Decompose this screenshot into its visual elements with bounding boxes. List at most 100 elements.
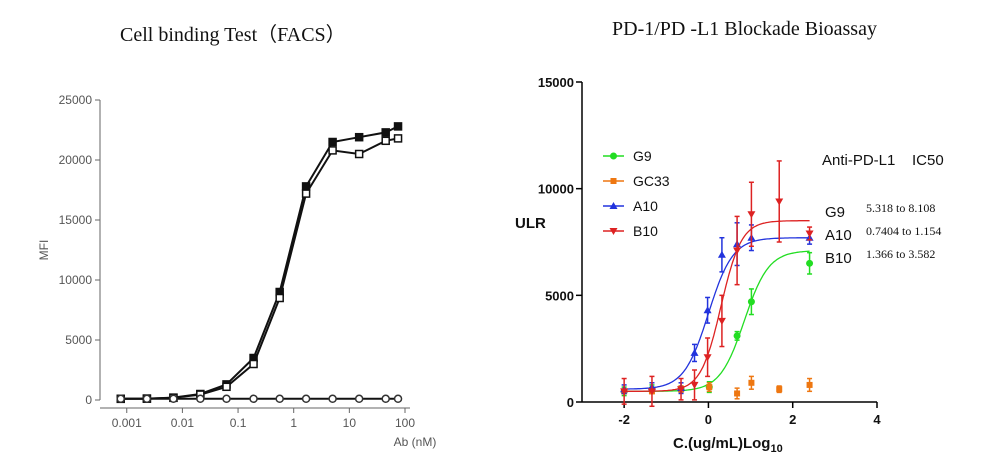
- bioassay-y-axis-label: ULR: [515, 215, 546, 232]
- data-point: [805, 230, 814, 238]
- bioassay-chart: ULR C.(ug/mL)Log10 0 5000 10000 15000 -2 0 2 4 G…: [515, 75, 944, 455]
- data-point: [733, 247, 742, 255]
- facs-x-tick-label: 100: [395, 416, 415, 430]
- data-point: [747, 298, 755, 306]
- bioassay-x-axis-label: C.(ug/mL)Log10: [673, 435, 783, 455]
- facs-point: [301, 189, 311, 198]
- legend-label: G9: [633, 148, 652, 164]
- data-point: [717, 250, 726, 258]
- facs-point: [354, 149, 364, 159]
- legend-item-gc33: GC33: [603, 173, 670, 189]
- fit-curve: [624, 220, 810, 392]
- ic50-header-name: Anti-PD-L1: [822, 152, 895, 169]
- facs-y-tick-label: 0: [85, 393, 92, 407]
- legend-item-b10: B10: [603, 223, 658, 239]
- data-point: [620, 388, 629, 396]
- left-chart-title: Cell binding Test（FACS）: [120, 24, 346, 46]
- facs-y-tick-label: 15000: [59, 213, 93, 227]
- facs-point: [328, 394, 337, 404]
- facs-point: [275, 293, 284, 303]
- ic50-row-name: A10: [825, 227, 852, 244]
- data-point: [609, 202, 618, 209]
- facs-point: [275, 394, 284, 404]
- ic50-row-value: 5.318 to 8.108: [866, 201, 935, 215]
- bioassay-y-tick-label: 15000: [538, 75, 574, 90]
- ic50-row-value: 1.366 to 3.582: [866, 247, 935, 261]
- facs-point: [328, 146, 337, 155]
- series-b10: [620, 160, 814, 408]
- legend-item-a10: A10: [603, 198, 658, 214]
- facs-point: [301, 394, 311, 404]
- facs-point: [222, 382, 231, 392]
- facs-series-line: [120, 125, 399, 400]
- ic50-row-name: B10: [825, 250, 852, 267]
- facs-point: [328, 137, 337, 147]
- facs-x-tick-label: 0.01: [171, 416, 195, 430]
- bioassay-x-tick-label: 4: [873, 412, 881, 427]
- ic50-table: Anti-PD-L1 IC50 G9 5.318 to 8.108 A10 0.7404 …: [822, 152, 944, 267]
- facs-point: [222, 394, 231, 404]
- ic50-header-label: IC50: [912, 152, 944, 169]
- data-point: [677, 386, 686, 394]
- facs-x-tick-label: 10: [343, 416, 357, 430]
- facs-y-tick-label: 20000: [59, 153, 93, 167]
- facs-y-tick-label: 25000: [59, 93, 93, 107]
- bioassay-y-tick-label: 5000: [545, 288, 574, 303]
- facs-x-tick-label: 0.1: [230, 416, 247, 430]
- facs-x-tick-label: 1: [290, 416, 297, 430]
- data-point: [703, 306, 712, 314]
- facs-y-tick-label: 5000: [65, 333, 92, 347]
- facs-y-tick-label: 10000: [59, 273, 93, 287]
- ic50-row-name: G9: [825, 204, 845, 221]
- facs-point: [354, 132, 364, 142]
- data-point: [733, 332, 741, 340]
- data-point: [806, 259, 814, 267]
- fit-curve: [624, 237, 810, 390]
- data-point: [610, 152, 617, 160]
- legend-label: GC33: [633, 173, 670, 189]
- ic50-row-value: 0.7404 to 1.154: [866, 224, 941, 238]
- data-point: [775, 198, 784, 206]
- data-point: [609, 228, 618, 235]
- bioassay-x-tick-label: 2: [789, 412, 796, 427]
- data-point: [747, 211, 756, 219]
- bioassay-y-tick-label: 10000: [538, 182, 574, 197]
- right-chart-title: PD-1/PD -L1 Blockade Bioassay: [612, 18, 877, 40]
- legend-label: B10: [633, 223, 658, 239]
- facs-y-axis-label: MFI: [37, 240, 51, 261]
- facs-chart: Ab (nM) MFI 0 5000 10000 15000 20000 25000 0.0…: [37, 93, 436, 449]
- facs-series-line: [120, 137, 399, 400]
- data-point: [706, 384, 713, 391]
- bioassay-x-tick-label: -2: [618, 412, 630, 427]
- facs-point: [381, 394, 390, 404]
- legend-label: A10: [633, 198, 658, 214]
- data-point: [717, 317, 726, 325]
- legend: G9 GC33 A10 B10: [603, 148, 670, 239]
- facs-point: [196, 394, 205, 404]
- data-point: [748, 379, 755, 386]
- facs-point: [393, 122, 403, 131]
- data-point: [703, 354, 712, 362]
- data-point: [734, 390, 741, 397]
- facs-x-axis-label: Ab (nM): [394, 435, 437, 449]
- facs-point: [354, 394, 364, 404]
- facs-point: [393, 134, 403, 143]
- bioassay-x-tick-label: 0: [705, 412, 712, 427]
- data-point: [647, 388, 656, 396]
- facs-point: [142, 394, 152, 404]
- data-point: [690, 348, 699, 356]
- facs-point: [381, 128, 390, 137]
- series-a10: [620, 222, 814, 395]
- facs-point: [381, 136, 390, 146]
- facs-point: [249, 359, 258, 369]
- data-point: [806, 381, 813, 388]
- legend-item-g9: G9: [603, 148, 652, 164]
- facs-point: [393, 394, 403, 404]
- bioassay-y-tick-label: 0: [567, 395, 574, 410]
- facs-point: [116, 394, 125, 404]
- facs-x-tick-label: 0.001: [112, 416, 142, 430]
- facs-point: [169, 394, 178, 404]
- data-point: [776, 386, 783, 393]
- data-point: [610, 178, 617, 184]
